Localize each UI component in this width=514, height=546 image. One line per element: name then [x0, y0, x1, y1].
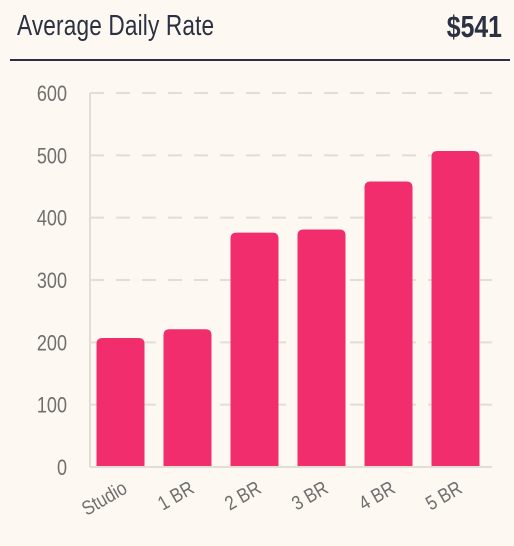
y-tick-label: 600 [37, 82, 67, 106]
y-tick-label: 400 [37, 207, 67, 231]
y-tick-label: 500 [37, 145, 67, 169]
bar-4-br[interactable] [364, 181, 413, 467]
bar-5-br[interactable] [431, 150, 480, 467]
y-tick-label: 300 [37, 269, 67, 293]
bar-studio[interactable] [96, 337, 145, 467]
chart-title: Average Daily Rate [17, 10, 215, 42]
x-tick-label: 2 BR [221, 476, 265, 514]
kpi-value: $541 [446, 9, 502, 44]
x-tick-label: 1 BR [154, 476, 198, 514]
bar-1-br[interactable] [163, 329, 212, 467]
bars-layer [96, 150, 480, 467]
y-tick-label: 0 [57, 456, 67, 480]
x-tick-label: 4 BR [355, 476, 399, 514]
x-tick-label: Studio [78, 476, 131, 520]
y-tick-label: 100 [37, 394, 67, 418]
bar-2-br[interactable] [230, 232, 279, 467]
x-tick-label: 5 BR [422, 476, 466, 514]
y-tick-label: 200 [37, 332, 67, 356]
chart-header: Average Daily Rate $541 [10, 0, 510, 61]
x-tick-label: 3 BR [288, 476, 332, 514]
bar-3-br[interactable] [297, 229, 346, 467]
